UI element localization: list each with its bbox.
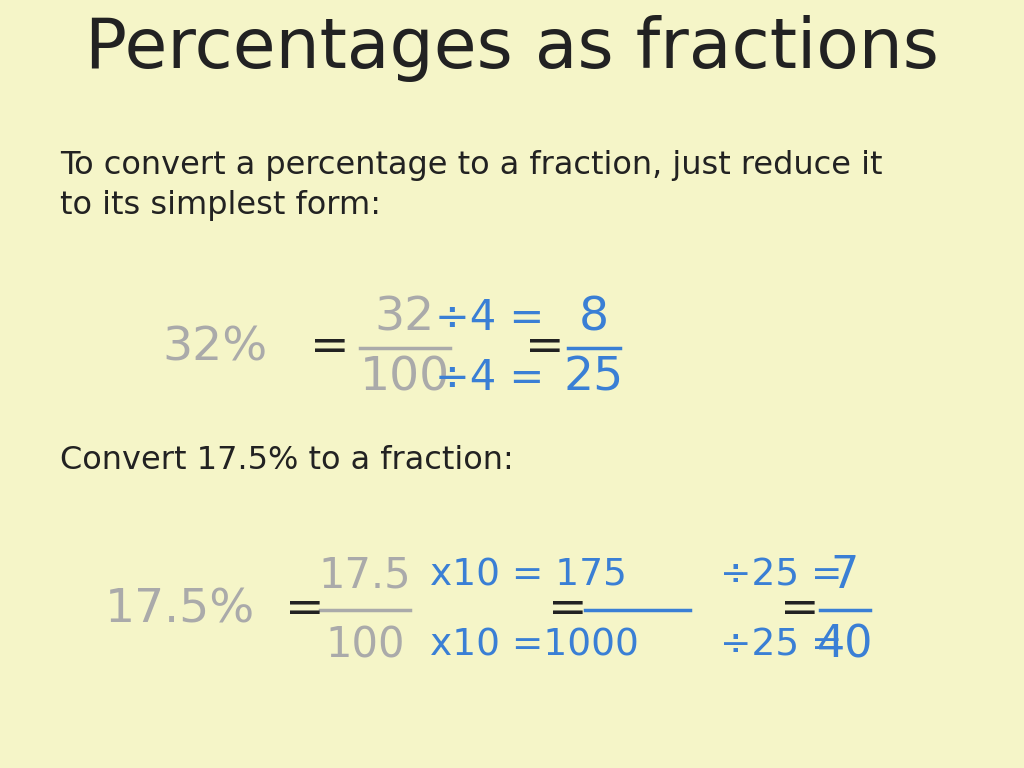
Text: =: = [548,588,588,633]
Text: =: = [780,588,820,633]
Text: 17.5: 17.5 [318,554,412,596]
Text: =: = [525,326,565,370]
Text: ÷4 =: ÷4 = [435,357,545,399]
Text: x10 = 175: x10 = 175 [430,557,627,593]
Text: Percentages as fractions: Percentages as fractions [85,15,939,82]
Text: 8: 8 [579,296,609,340]
Text: 17.5%: 17.5% [104,588,255,633]
Text: To convert a percentage to a fraction, just reduce it: To convert a percentage to a fraction, j… [60,150,883,181]
Text: to its simplest form:: to its simplest form: [60,190,381,221]
Text: =: = [286,588,325,633]
Text: Convert 17.5% to a fraction:: Convert 17.5% to a fraction: [60,445,514,476]
Text: ÷4 =: ÷4 = [435,297,545,339]
Text: x10 =1000: x10 =1000 [430,627,639,663]
Text: 100: 100 [360,356,451,400]
Text: 32: 32 [375,296,435,340]
Text: ÷25 =: ÷25 = [720,627,843,663]
Text: ÷25 =: ÷25 = [720,557,843,593]
Text: 7: 7 [830,554,859,597]
Text: =: = [310,326,350,370]
Text: 25: 25 [564,356,624,400]
Text: 40: 40 [817,624,873,667]
Text: 32%: 32% [163,326,267,370]
Text: 100: 100 [326,624,404,666]
